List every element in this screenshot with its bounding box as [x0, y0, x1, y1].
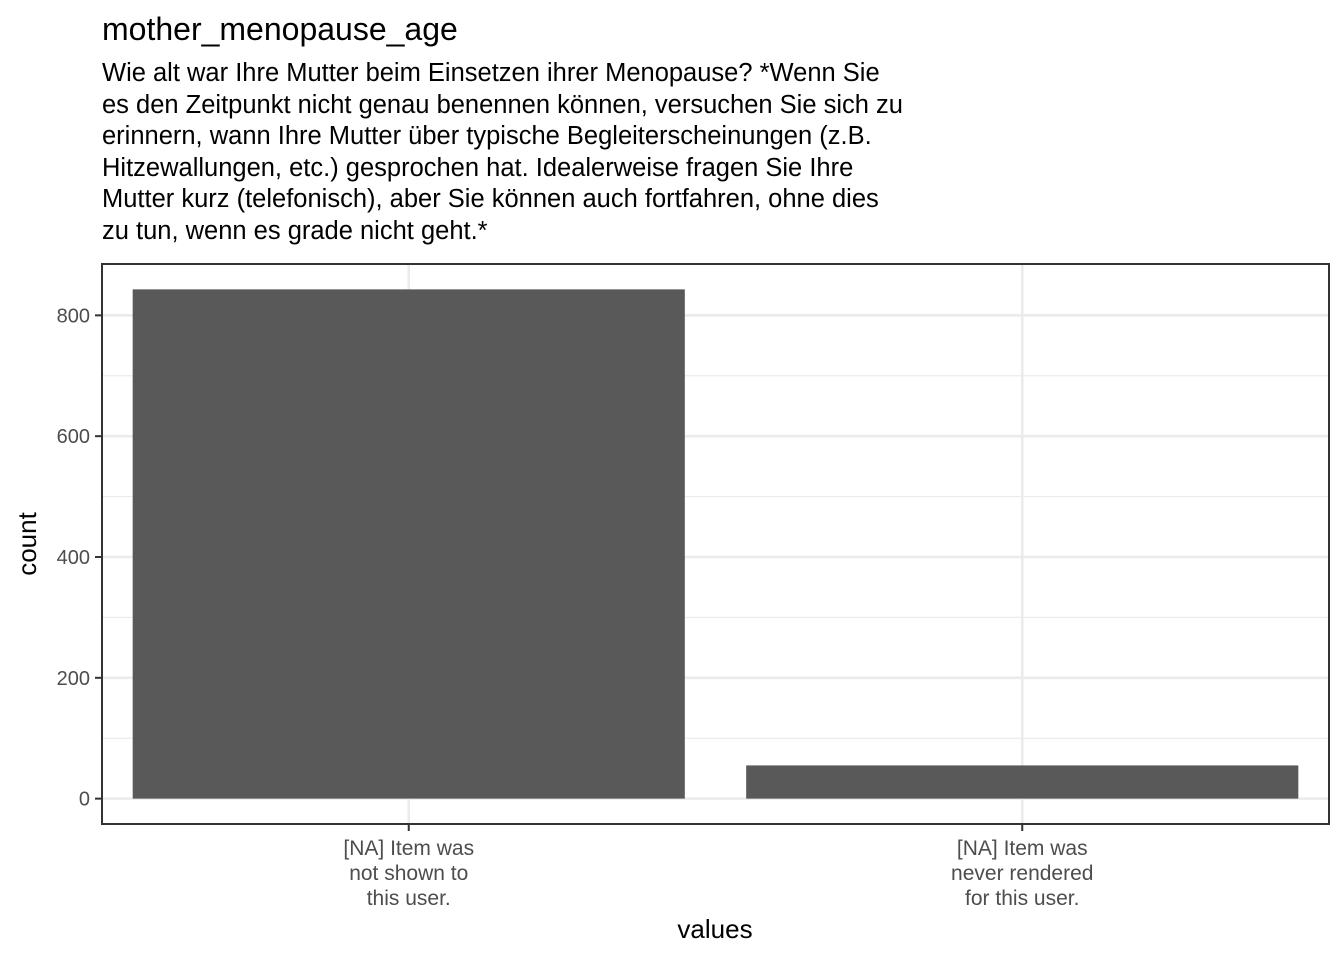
- x-tick-label-line: [NA] Item was: [343, 837, 474, 860]
- subtitle-line: es den Zeitpunkt nicht genau benennen kö…: [102, 90, 903, 119]
- x-axis: [NA] Item was not shown to this user.[NA] …: [343, 824, 1093, 910]
- y-tick-label: 400: [57, 547, 90, 569]
- y-axis: 0 200 400 600 800: [57, 305, 102, 811]
- subtitle-line: Hitzewallungen, etc.) gesprochen hat. Id…: [102, 153, 854, 182]
- plot-border: [101, 263, 1330, 825]
- x-tick-label-line: for this user.: [965, 887, 1079, 910]
- y-tick-label: 800: [57, 305, 90, 327]
- subtitle-line: Mutter kurz (telefonisch), aber Sie könn…: [102, 185, 879, 214]
- y-axis-label: count: [12, 511, 42, 575]
- x-tick-label-line: [NA] Item was: [957, 837, 1088, 860]
- x-tick-label-line: not shown to: [349, 862, 468, 885]
- subtitle-line: erinnern, wann Ihre Mutter über typische…: [102, 122, 872, 151]
- chart-subtitle: Wie alt war Ihre Mutter beim Einsetzen i…: [102, 58, 903, 248]
- bar: [132, 289, 685, 799]
- x-tick-label-line: this user.: [367, 887, 451, 910]
- y-tick-label: 0: [79, 789, 90, 811]
- bar: [746, 765, 1299, 799]
- x-tick-label-line: never rendered: [951, 862, 1093, 885]
- chart-title: mother_menopause_age: [102, 11, 458, 47]
- x-tick-label: [NA] Item was never rendered for this user…: [951, 837, 1093, 910]
- y-tick-label: 200: [57, 668, 90, 690]
- y-tick-label: 600: [57, 426, 90, 448]
- subtitle-line: Wie alt war Ihre Mutter beim Einsetzen i…: [102, 59, 880, 87]
- bars: [132, 289, 1299, 799]
- x-tick-label: [NA] Item was not shown to this user.: [343, 837, 474, 910]
- x-axis-label: values: [677, 914, 752, 944]
- subtitle-line: zu tun, wenn es grade nicht geht.*: [102, 216, 488, 245]
